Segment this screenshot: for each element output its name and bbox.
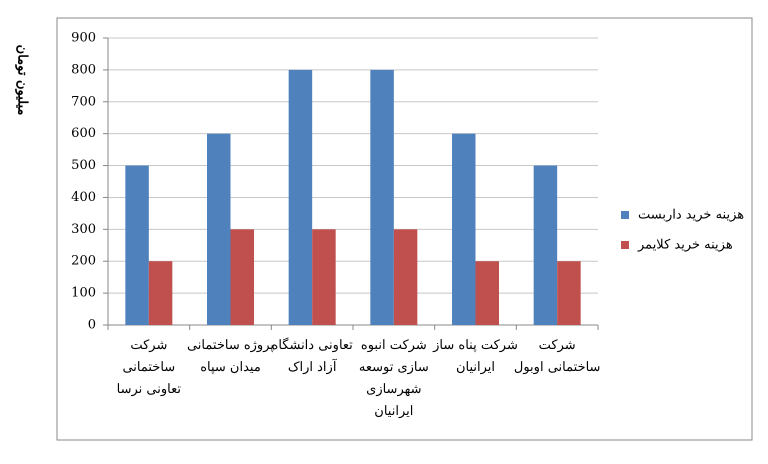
- y-tick-label: 200: [71, 254, 96, 269]
- bar: [230, 229, 254, 325]
- legend-label: هزینه خرید داربست: [638, 208, 744, 223]
- y-tick-label: 500: [71, 158, 96, 173]
- y-tick-label: 400: [71, 190, 96, 205]
- bar: [533, 165, 558, 325]
- x-tick-label: شرکت ساختمانی تعاونی نرسا: [117, 338, 182, 397]
- y-axis-title: میلیون تومان: [15, 45, 30, 116]
- x-tick-label: تعاونی دانشگاه آزاد اراک: [272, 337, 354, 375]
- bar: [557, 261, 581, 325]
- legend-label: هزینه خرید کلایمر: [637, 238, 733, 253]
- bar: [452, 133, 476, 325]
- x-tick-label: شرکت انبوه سازی توسعه شهرسازی ایرانیان: [359, 338, 429, 419]
- bar: [207, 133, 231, 325]
- legend-swatch: [621, 241, 629, 249]
- x-tick-label: پروژه ساختمانی میدان سپاه: [187, 338, 274, 375]
- bar: [475, 261, 499, 325]
- x-tick-label: شرکت ساختمانی اوبول: [514, 338, 601, 375]
- x-tick-label: شرکت پناه ساز ایرانیان: [432, 338, 518, 375]
- bar: [393, 229, 418, 325]
- y-tick-label: 0: [88, 318, 96, 333]
- y-tick-label: 300: [71, 222, 96, 237]
- y-tick-label: 800: [71, 62, 96, 77]
- bar: [370, 69, 394, 325]
- y-tick-label: 900: [71, 31, 96, 46]
- legend-swatch: [621, 211, 629, 219]
- bar: [125, 165, 149, 325]
- bar: [312, 229, 336, 325]
- bar: [148, 261, 173, 325]
- bar: [288, 69, 313, 325]
- y-tick-label: 700: [71, 94, 96, 109]
- y-tick-label: 100: [71, 286, 96, 301]
- y-tick-label: 600: [71, 126, 96, 141]
